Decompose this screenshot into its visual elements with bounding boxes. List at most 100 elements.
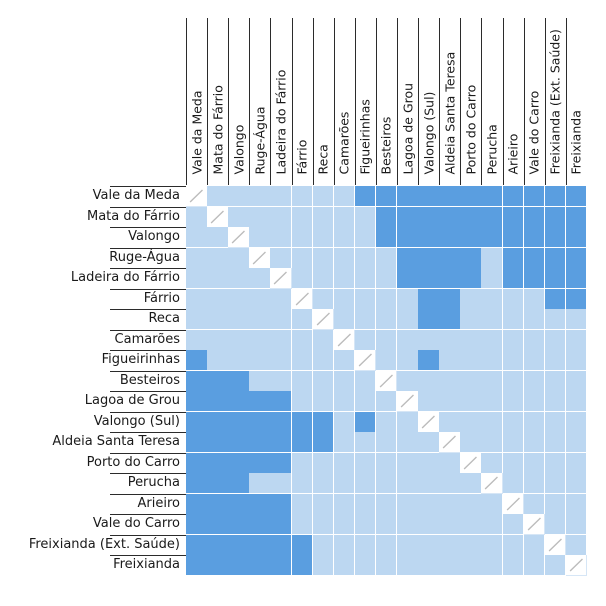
matrix-cell-light [460, 534, 482, 556]
diagonal-cell [291, 288, 314, 310]
matrix-cell-light [502, 534, 525, 556]
column-divider [355, 18, 356, 185]
matrix-cell-dark [418, 350, 440, 371]
matrix-cell-light [397, 473, 419, 494]
row-header-label: Vale da Meda [92, 188, 180, 203]
matrix-cell-dark [544, 206, 567, 228]
column-divider [418, 18, 419, 185]
matrix-cell-light [460, 411, 482, 433]
matrix-cell-light [312, 227, 335, 248]
matrix-cell-light [481, 370, 503, 392]
matrix-cell-dark [270, 514, 292, 535]
matrix-cell-light [523, 555, 546, 576]
row-header-label: Camarões [114, 331, 180, 347]
column-header-label: Freixianda [568, 110, 584, 175]
matrix-cell-dark [249, 534, 271, 556]
column-divider [439, 18, 440, 185]
matrix-cell-dark [207, 411, 229, 433]
matrix-cell-light [270, 206, 292, 228]
matrix-cell-light [418, 514, 440, 535]
matrix-cell-dark [523, 247, 546, 269]
matrix-cell-dark [186, 555, 208, 576]
matrix-cell-light [354, 268, 377, 289]
matrix-cell-light [375, 391, 398, 412]
matrix-cell-dark [186, 391, 208, 412]
matrix-cell-dark [544, 247, 567, 269]
matrix-cell-dark [228, 493, 250, 515]
column-header: Valongo (Sul) [418, 0, 439, 185]
matrix-cell-light [544, 473, 567, 494]
matrix-cell-dark [207, 473, 229, 494]
matrix-cell-dark [249, 411, 271, 433]
matrix-cell-light [544, 329, 567, 351]
matrix-cell-light [291, 514, 314, 535]
matrix-cell-light [312, 493, 335, 515]
matrix-cell-light [502, 288, 525, 310]
column-header: Freixianda (Ext. Saúde) [545, 0, 566, 185]
row-divider [110, 412, 186, 413]
matrix-cell-light [312, 514, 335, 535]
matrix-cell-light [207, 247, 229, 269]
column-header-label: Aldeia Santa Teresa [442, 51, 458, 175]
matrix-cell-light [375, 288, 398, 310]
column-header-label: Freixianda (Ext. Saúde) [547, 29, 563, 175]
matrix-cell-light [354, 452, 377, 474]
matrix-cell-dark [375, 227, 398, 248]
matrix-cell-light [502, 391, 525, 412]
matrix-cell-dark [565, 288, 588, 310]
column-divider [313, 18, 314, 185]
matrix-cell-light [333, 268, 356, 289]
matrix-cell-dark [228, 411, 250, 433]
column-divider [566, 18, 567, 185]
matrix-cell-light [354, 473, 377, 494]
matrix-cell-dark [228, 555, 250, 576]
matrix-cell-light [333, 288, 356, 310]
matrix-cell-light [460, 514, 482, 535]
matrix-cell-light [418, 493, 440, 515]
matrix-cell-dark [565, 247, 588, 269]
matrix-cell-light [523, 452, 546, 474]
matrix-cell-light [397, 370, 419, 392]
matrix-cell-light [312, 268, 335, 289]
diagonal-cell [544, 534, 567, 556]
matrix-cell-light [523, 350, 546, 371]
row-divider [110, 207, 186, 208]
column-header: Arieiro [503, 0, 524, 185]
row-divider [110, 432, 186, 433]
matrix-cell-light [291, 247, 314, 269]
matrix-cell-light [375, 473, 398, 494]
matrix-cell-light [354, 514, 377, 535]
matrix-cell-dark [418, 227, 440, 248]
matrix-cell-light [523, 411, 546, 433]
diagonal-cell [439, 432, 461, 453]
matrix-cell-dark [270, 432, 292, 453]
row-divider [110, 227, 186, 228]
matrix-cell-light [375, 350, 398, 371]
matrix-cell-light [502, 350, 525, 371]
matrix-cell-light [333, 206, 356, 228]
matrix-cell-light [228, 329, 250, 351]
matrix-cell-dark [207, 514, 229, 535]
matrix-cell-light [312, 370, 335, 392]
matrix-cell-dark [418, 309, 440, 330]
column-header-label: Reca [315, 144, 331, 175]
matrix-cell-light [333, 452, 356, 474]
column-header-label: Mata do Fárrio [210, 85, 226, 175]
matrix-cell-light [481, 288, 503, 310]
matrix-cell-light [565, 411, 588, 433]
matrix-cell-light [186, 288, 208, 310]
matrix-cell-dark [249, 555, 271, 576]
matrix-cell-light [354, 247, 377, 269]
matrix-cell-dark [418, 186, 440, 207]
diagonal-cell [565, 555, 588, 576]
matrix-cell-dark [460, 186, 482, 207]
column-header-label: Fárrio [294, 139, 310, 175]
matrix-cell-light [397, 329, 419, 351]
column-divider [207, 18, 208, 185]
matrix-cell-dark [270, 555, 292, 576]
row-header-label: Valongo [128, 229, 180, 244]
column-header-label: Lagoa de Grou [400, 82, 416, 175]
matrix-cell-light [228, 268, 250, 289]
column-header: Freixianda [566, 0, 587, 185]
matrix-cell-dark [439, 309, 461, 330]
